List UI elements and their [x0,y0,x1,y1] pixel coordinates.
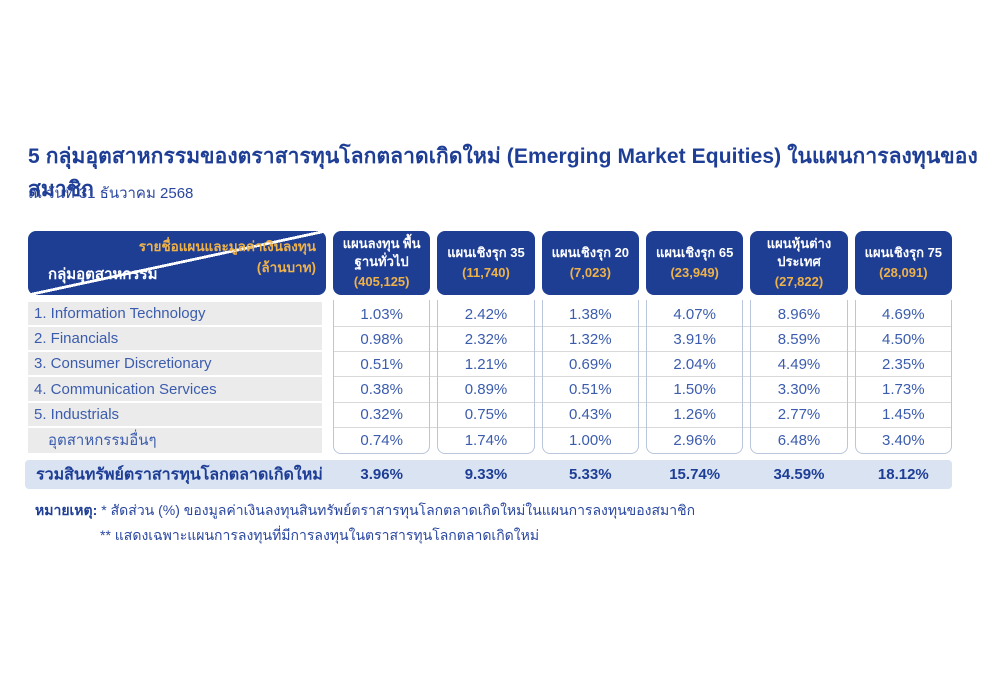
footnotes: หมายเหตุ: * สัดส่วน (%) ของมูลค่าเงินลงทุ… [35,501,695,545]
sector-label: 5. Industrials [28,402,322,428]
cell: 0.32% [360,406,403,424]
plan-header-active-65: แผนเชิงรุก 65 (23,949) [646,231,744,295]
total-values: 3.96% 9.33% 5.33% 15.74% 34.59% 18.12% [333,460,952,489]
plan-header-basic: แผนลงทุน พื้นฐานทั่วไป (405,125) [333,231,431,295]
table-row: 0.38% 0.89% 0.51% 1.50% 3.30% 1.73% [333,377,952,403]
plan-aum: (23,949) [670,264,719,280]
allocation-table: รายชื่อแผนและมูลค่าเงินลงทุน (ล้านบาท) ก… [25,231,952,501]
cell: 4.69% [882,305,925,323]
cell: 0.51% [569,381,612,399]
cell: 0.98% [360,330,403,348]
corner-plans-caption-line2: (ล้านบาท) [256,259,316,275]
sector-label: 3. Consumer Discretionary [28,352,322,378]
table-row: 0.74% 1.74% 1.00% 2.96% 6.48% 3.40% [333,428,952,453]
values-grid: 1.03% 2.42% 1.38% 4.07% 8.96% 4.69% 0.98… [333,302,952,453]
plan-aum: (405,125) [353,273,410,289]
plan-name: แผนเชิงรุก 75 [864,245,943,261]
footnote-1-text: * สัดส่วน (%) ของมูลค่าเงินลงทุนสินทรัพย… [101,502,696,518]
cell: 2.42% [464,305,508,323]
cell: 1.32% [569,330,612,348]
plan-header-foreign-equity: แผนหุ้นต่างประเทศ (27,822) [750,231,848,295]
plan-aum: (11,740) [462,264,510,280]
sector-label-block: 1. Information Technology 2. Financials … [28,302,322,453]
sector-label: 1. Information Technology [28,302,322,328]
corner-plans-caption: รายชื่อแผนและมูลค่าเงินลงทุน (ล้านบาท) [139,237,316,279]
cell: 4.50% [882,330,925,348]
total-value: 15.74% [669,466,721,483]
total-value: 34.59% [773,466,825,483]
plan-header-active-20: แผนเชิงรุก 20 (7,023) [541,231,639,295]
table-row: 0.98% 2.32% 1.32% 3.91% 8.59% 4.50% [333,327,952,353]
total-value: 5.33% [569,466,612,483]
footnote-1: หมายเหตุ: * สัดส่วน (%) ของมูลค่าเงินลงทุ… [35,501,695,520]
sector-label-other: อุตสาหกรรมอื่นๆ [28,427,322,453]
cell: 3.91% [673,330,716,348]
cell: 3.30% [777,381,821,399]
plan-header-active-75: แผนเชิงรุก 75 (28,091) [854,231,952,295]
cell: 1.00% [569,431,612,449]
cell: 2.77% [777,406,821,424]
total-value: 9.33% [464,466,508,483]
cell: 2.04% [673,355,716,373]
cell: 1.73% [882,381,925,399]
cell: 2.96% [673,431,716,449]
cell: 2.32% [464,330,508,348]
total-label: รวมสินทรัพย์ตราสารทุนโลกตลาดเกิดใหม่ [36,466,323,483]
cell: 4.07% [673,305,716,323]
cell: 1.38% [569,305,612,323]
cell: 0.69% [569,355,612,373]
footnote-prefix: หมายเหตุ: [35,502,98,518]
total-value: 3.96% [360,466,403,483]
table-row: 0.32% 0.75% 0.43% 1.26% 2.77% 1.45% [333,403,952,428]
corner-plans-caption-line1: รายชื่อแผนและมูลค่าเงินลงทุน [138,239,316,254]
cell: 8.59% [777,330,821,348]
sector-label: 2. Financials [28,327,322,353]
plan-name: แผนหุ้นต่างประเทศ [766,236,832,270]
cell: 0.75% [464,406,508,424]
cell: 0.38% [360,381,403,399]
cell: 0.74% [360,431,403,449]
cell: 0.51% [360,355,403,373]
plan-aum: (27,822) [774,273,824,289]
page-title: 5 กลุ่มอุตสาหกรรมของตราสารทุนโลกตลาดเกิด… [28,145,978,201]
cell: 1.03% [360,305,403,323]
plan-name: แผนลงทุน พื้นฐานทั่วไป [342,236,421,270]
plan-header-active-35: แผนเชิงรุก 35 (11,740) [437,231,535,295]
sector-label: 4. Communication Services [28,377,322,403]
footnote-2: ** แสดงเฉพาะแผนการลงทุนที่มีการลงทุนในตร… [100,526,540,543]
cell: 4.49% [777,355,821,373]
plan-name: แผนเชิงรุก 65 [655,245,734,261]
corner-header-cell: รายชื่อแผนและมูลค่าเงินลงทุน (ล้านบาท) ก… [28,231,326,295]
table-row: 1.03% 2.42% 1.38% 4.07% 8.96% 4.69% [333,302,952,328]
total-row: รวมสินทรัพย์ตราสารทุนโลกตลาดเกิดใหม่ 3.9… [25,460,952,489]
cell: 8.96% [777,305,821,323]
cell: 3.40% [882,431,925,449]
cell: 1.74% [464,431,508,449]
cell: 1.45% [882,406,925,424]
cell: 1.50% [673,381,716,399]
corner-sector-caption: กลุ่มอุตสาหกรรม [48,266,158,283]
cell: 0.43% [569,406,612,424]
cell: 2.35% [882,355,925,373]
total-value: 18.12% [877,466,929,483]
plan-aum: (28,091) [879,264,928,280]
plan-name: แผนเชิงรุก 35 [447,245,525,261]
cell: 1.26% [673,406,716,424]
table-header-row: รายชื่อแผนและมูลค่าเงินลงทุน (ล้านบาท) ก… [28,231,952,295]
cell: 0.89% [464,381,508,399]
cell: 6.48% [777,431,821,449]
cell: 1.21% [464,355,508,373]
table-row: 0.51% 1.21% 0.69% 2.04% 4.49% 2.35% [333,352,952,378]
plan-name: แผนเชิงรุก 20 [551,245,630,261]
plan-aum: (7,023) [569,264,611,280]
as-of-date: ณ วันที่ 31 ธันวาคม 2568 [28,185,194,202]
